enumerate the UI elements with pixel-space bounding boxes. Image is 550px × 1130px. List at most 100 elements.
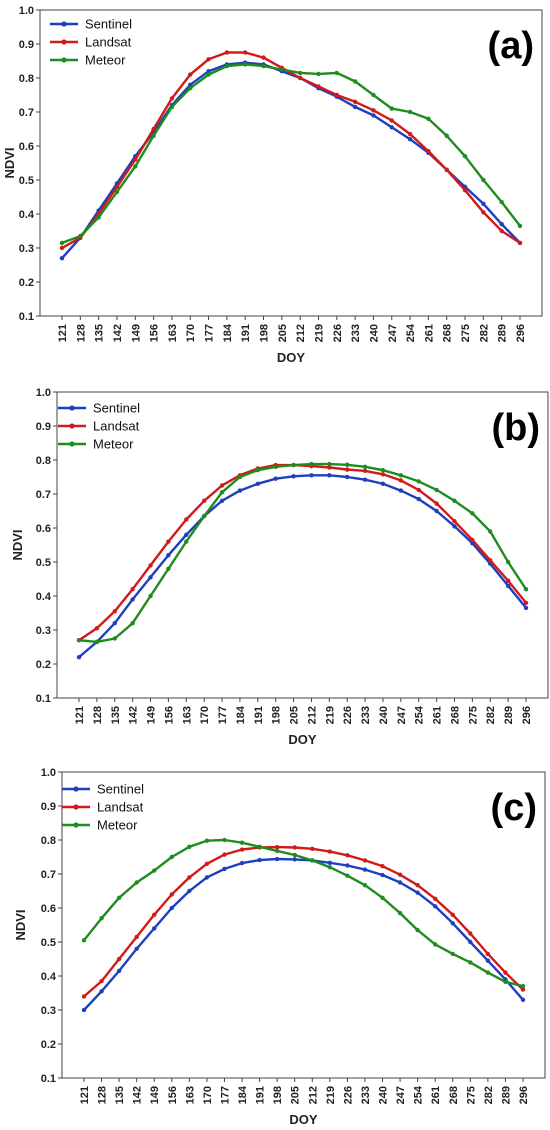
data-point-landsat <box>499 228 504 234</box>
x-tick-label: 156 <box>149 324 161 342</box>
data-point-landsat <box>130 587 135 592</box>
data-point-sentinel <box>81 1007 87 1013</box>
y-tick-label: 0.6 <box>19 141 34 153</box>
data-point-meteor <box>99 916 104 921</box>
data-point-landsat <box>148 563 153 568</box>
data-point-meteor <box>222 837 227 843</box>
data-point-meteor <box>76 638 82 643</box>
data-point-landsat <box>397 872 403 877</box>
data-point-landsat <box>462 188 468 193</box>
data-point-meteor <box>327 461 332 467</box>
plot-frame <box>39 9 543 317</box>
series-line-meteor <box>78 462 528 644</box>
y-tick-label: 0.1 <box>19 311 34 323</box>
data-point-meteor <box>291 462 296 468</box>
data-point-landsat <box>398 478 404 483</box>
x-tick-label: 205 <box>289 706 301 724</box>
x-tick-label: 268 <box>449 706 461 724</box>
x-axis-label: DOY <box>288 732 317 747</box>
x-tick-label: 289 <box>503 706 515 724</box>
data-point-meteor <box>255 468 260 473</box>
data-point-meteor <box>279 67 285 72</box>
data-point-landsat <box>470 537 475 543</box>
y-tick-label: 0.7 <box>36 489 51 501</box>
x-tick-label: 170 <box>202 1086 214 1104</box>
x-tick-label: 289 <box>497 324 509 342</box>
data-point-sentinel <box>485 958 491 963</box>
x-tick-label: 191 <box>255 1086 267 1104</box>
data-point-sentinel <box>520 997 526 1002</box>
data-point-sentinel <box>239 860 245 866</box>
data-point-landsat <box>444 167 449 172</box>
data-point-meteor <box>204 838 210 843</box>
data-point-sentinel <box>499 222 504 227</box>
series-line-landsat <box>83 845 524 998</box>
data-point-landsat <box>380 863 385 869</box>
x-tick-label: 282 <box>478 324 490 342</box>
y-tick-label: 0.7 <box>41 869 56 881</box>
x-tick-label: 121 <box>74 706 86 724</box>
data-point-sentinel <box>371 113 376 118</box>
data-point-landsat <box>426 148 431 154</box>
series-line-sentinel <box>78 474 527 659</box>
data-point-landsat <box>371 108 376 113</box>
y-tick-label: 0.3 <box>36 625 51 637</box>
plot-frame <box>56 391 549 699</box>
data-point-sentinel <box>169 905 174 911</box>
data-point-meteor <box>169 104 175 110</box>
x-tick-label: 170 <box>199 706 211 724</box>
data-point-meteor <box>116 895 122 900</box>
data-point-landsat <box>206 57 211 62</box>
data-point-landsat <box>99 978 104 984</box>
data-point-sentinel <box>452 524 457 529</box>
data-point-landsat <box>362 858 368 863</box>
data-point-sentinel <box>59 256 65 261</box>
data-point-meteor <box>415 927 420 933</box>
data-point-meteor <box>316 71 321 77</box>
x-tick-label: 163 <box>167 324 179 342</box>
y-tick-label: 0.7 <box>19 107 34 119</box>
data-point-landsat <box>204 861 210 866</box>
x-tick-label: 275 <box>460 324 472 342</box>
legend-marker-meteor <box>73 822 79 828</box>
legend-marker-meteor <box>61 57 67 63</box>
x-tick-label: 128 <box>75 324 87 342</box>
x-tick-label: 121 <box>57 324 69 342</box>
legend-marker-sentinel <box>69 405 75 411</box>
x-tick-label: 205 <box>277 324 289 342</box>
data-point-landsat <box>239 847 245 852</box>
legend-label-sentinel: Sentinel <box>85 17 132 32</box>
data-point-landsat <box>292 845 297 850</box>
data-point-sentinel <box>309 473 314 478</box>
y-tick-label: 0.3 <box>19 243 34 255</box>
data-point-sentinel <box>237 488 243 493</box>
x-tick-label: 142 <box>112 324 124 342</box>
data-point-landsat <box>152 912 157 917</box>
data-point-landsat <box>416 487 421 493</box>
x-tick-label: 261 <box>432 706 444 724</box>
data-point-sentinel <box>257 857 262 863</box>
x-tick-label: 226 <box>342 706 354 724</box>
x-tick-label: 282 <box>485 706 497 724</box>
data-point-landsat <box>481 210 486 215</box>
data-point-meteor <box>134 880 139 885</box>
x-tick-label: 254 <box>405 323 417 342</box>
data-point-landsat <box>188 72 193 77</box>
x-tick-label: 268 <box>442 324 454 342</box>
data-point-meteor <box>416 479 421 484</box>
x-tick-label: 240 <box>378 706 390 724</box>
data-point-meteor <box>362 883 368 888</box>
data-point-meteor <box>94 639 100 645</box>
x-tick-label: 219 <box>324 706 336 724</box>
x-tick-label: 233 <box>360 706 372 724</box>
data-point-sentinel <box>345 474 350 480</box>
y-tick-label: 0.4 <box>41 971 57 983</box>
data-point-sentinel <box>130 597 135 602</box>
x-tick-label: 142 <box>132 1086 144 1104</box>
data-point-meteor <box>481 177 486 183</box>
y-tick-label: 0.2 <box>19 277 34 289</box>
data-point-sentinel <box>206 69 211 74</box>
data-point-meteor <box>517 223 523 229</box>
data-point-sentinel <box>148 575 153 580</box>
y-tick-label: 0.6 <box>36 523 51 535</box>
